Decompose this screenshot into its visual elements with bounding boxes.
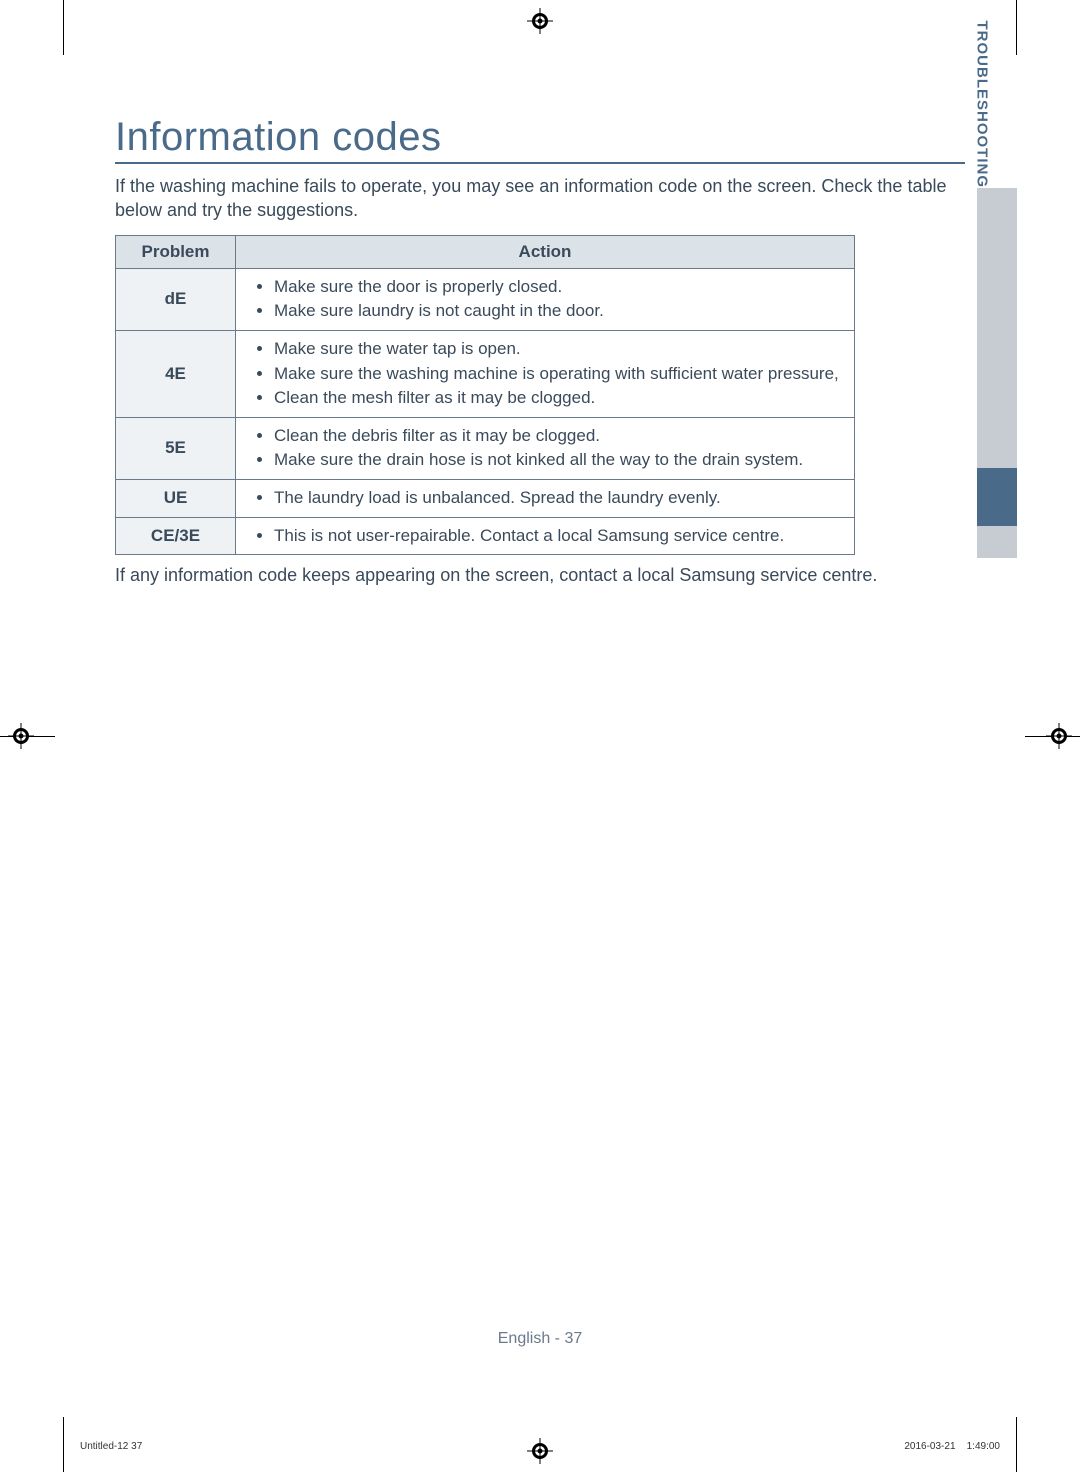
error-actions: The laundry load is unbalanced. Spread t… [236, 480, 855, 518]
action-list: Clean the debris filter as it may be clo… [246, 424, 844, 473]
error-code: UE [116, 480, 236, 518]
action-list: This is not user-repairable. Contact a l… [246, 524, 844, 549]
action-item: Make sure the drain hose is not kinked a… [274, 448, 844, 473]
registration-mark-icon [527, 1438, 553, 1464]
table-header-action: Action [236, 235, 855, 268]
registration-mark-icon [1046, 723, 1072, 749]
section-side-tab: TROUBLESHOOTING [959, 188, 1017, 628]
error-code: dE [116, 268, 236, 330]
error-code: 4E [116, 330, 236, 417]
section-title: Information codes [115, 115, 965, 164]
side-tab-label: TROUBLESHOOTING [973, 21, 990, 189]
error-code: CE/3E [116, 517, 236, 555]
action-item: Make sure the washing machine is operati… [274, 362, 844, 387]
table-row: UE The laundry load is unbalanced. Spread… [116, 480, 855, 518]
action-item: Clean the mesh filter as it may be clogg… [274, 386, 844, 411]
print-footer-right: 2016-03-21 1:49:00 [904, 1441, 1000, 1452]
action-list: Make sure the water tap is open.Make sur… [246, 337, 844, 411]
information-codes-table: Problem Action dEMake sure the door is p… [115, 235, 855, 556]
crop-mark [1016, 1417, 1017, 1472]
crop-mark [63, 1417, 64, 1472]
action-item: Make sure laundry is not caught in the d… [274, 299, 844, 324]
table-header-row: Problem Action [116, 235, 855, 268]
error-actions: Clean the debris filter as it may be clo… [236, 417, 855, 479]
crop-mark [1016, 0, 1017, 55]
table-row: CE/3E This is not user-repairable. Contac… [116, 517, 855, 555]
registration-mark-icon [527, 8, 553, 34]
error-actions: This is not user-repairable. Contact a l… [236, 517, 855, 555]
action-item: Make sure the door is properly closed. [274, 275, 844, 300]
side-tab-current-marker [977, 468, 1017, 526]
action-list: Make sure the door is properly closed.Ma… [246, 275, 844, 324]
error-code: 5E [116, 417, 236, 479]
registration-mark-icon [8, 723, 34, 749]
action-item: Clean the debris filter as it may be clo… [274, 424, 844, 449]
section-footer-note: If any information code keeps appearing … [115, 565, 965, 586]
action-item: This is not user-repairable. Contact a l… [274, 524, 844, 549]
crop-mark [63, 0, 64, 55]
action-list: The laundry load is unbalanced. Spread t… [246, 486, 844, 511]
error-actions: Make sure the door is properly closed.Ma… [236, 268, 855, 330]
action-item: Make sure the water tap is open. [274, 337, 844, 362]
action-item: The laundry load is unbalanced. Spread t… [274, 486, 844, 511]
table-row: 4EMake sure the water tap is open.Make s… [116, 330, 855, 417]
table-row: 5E Clean the debris filter as it may be c… [116, 417, 855, 479]
table-row: dEMake sure the door is properly closed.… [116, 268, 855, 330]
page-content: Information codes If the washing machine… [115, 115, 965, 586]
table-header-problem: Problem [116, 235, 236, 268]
page-number: English - 37 [0, 1330, 1080, 1348]
error-actions: Make sure the water tap is open.Make sur… [236, 330, 855, 417]
print-footer-left: Untitled-12 37 [80, 1441, 142, 1452]
section-intro: If the washing machine fails to operate,… [115, 174, 965, 223]
